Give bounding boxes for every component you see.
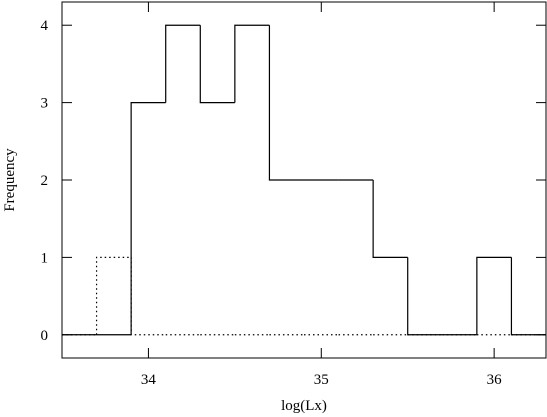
histogram-bin — [199, 25, 235, 104]
y-tick-label: 3 — [41, 96, 49, 112]
y-axis-label: Frequency — [2, 148, 18, 212]
histogram-bin — [165, 24, 201, 103]
x-axis-label: log(Lx) — [281, 398, 327, 414]
histogram-bin — [130, 257, 166, 336]
x-tick-label: 34 — [141, 372, 157, 388]
histogram-bin — [95, 256, 132, 335]
x-tick-label: 35 — [314, 372, 329, 388]
histogram-bin — [130, 102, 166, 335]
histogram-bin — [476, 256, 512, 335]
y-tick-label: 2 — [41, 173, 49, 189]
y-tick-label: 4 — [41, 18, 49, 34]
y-tick-label: 1 — [41, 250, 49, 266]
histogram-bin — [268, 25, 304, 181]
histogram-bin — [372, 180, 408, 258]
y-tick-label: 0 — [41, 328, 49, 344]
histogram-bin — [234, 24, 270, 103]
histogram-bin — [510, 257, 546, 336]
histogram-bin — [407, 257, 443, 336]
x-tick-label: 36 — [487, 372, 503, 388]
